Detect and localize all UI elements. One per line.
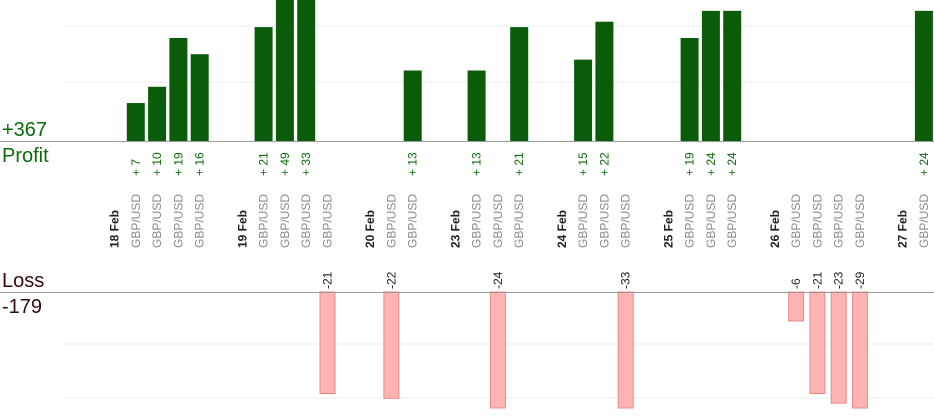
pair-label: GBP/USD xyxy=(171,194,185,248)
profit-value-label: + 13 xyxy=(406,152,420,176)
loss-value-label: -24 xyxy=(491,271,505,289)
profit-bar xyxy=(574,59,593,141)
pair-label: GBP/USD xyxy=(725,194,739,248)
date-label: 23 Feb xyxy=(448,210,462,248)
pair-label: GBP/USD xyxy=(278,194,292,248)
pair-label: GBP/USD xyxy=(619,194,633,248)
loss-value-label: -6 xyxy=(789,278,803,289)
profit-value-label: + 13 xyxy=(470,152,484,176)
profit-bar xyxy=(190,54,209,141)
pair-label: GBP/USD xyxy=(917,194,931,248)
loss-bar xyxy=(383,291,400,399)
profit-value-label: + 24 xyxy=(704,152,718,176)
profit-value-label: + 10 xyxy=(150,152,164,176)
bar-labels: 18 Feb GBP/USD + 7 GBP/USD + 10 GBP/USD + 19 GB… xyxy=(108,152,931,289)
pair-label: GBP/USD xyxy=(853,194,867,248)
pair-label: GBP/USD xyxy=(832,194,846,248)
loss-bar xyxy=(489,291,506,409)
profit-bar xyxy=(297,0,316,141)
date-label: 20 Feb xyxy=(363,210,377,248)
profit-bar xyxy=(403,70,422,141)
profit-value-label: + 21 xyxy=(512,152,526,176)
date-label: 24 Feb xyxy=(555,210,569,248)
profit-value-label: + 49 xyxy=(278,152,292,176)
date-label: 25 Feb xyxy=(661,210,675,248)
profit-bar xyxy=(701,10,720,141)
loss-bar xyxy=(830,291,847,404)
profit-label: Profit xyxy=(2,145,49,167)
pair-label: GBP/USD xyxy=(810,194,824,248)
pair-label: GBP/USD xyxy=(470,194,484,248)
pair-label: GBP/USD xyxy=(150,194,164,248)
loss-bar xyxy=(809,291,826,394)
pair-label: GBP/USD xyxy=(129,194,143,248)
profit-bar xyxy=(126,103,145,141)
profit-bar xyxy=(169,37,188,141)
pair-label: GBP/USD xyxy=(576,194,590,248)
pair-label: GBP/USD xyxy=(704,194,718,248)
date-label: 27 Feb xyxy=(896,210,910,248)
pair-label: GBP/USD xyxy=(384,194,398,248)
profit-bar xyxy=(595,21,614,142)
loss-value-label: -23 xyxy=(832,271,846,289)
pair-label: GBP/USD xyxy=(299,194,313,248)
loss-value-label: -21 xyxy=(810,271,824,289)
pair-label: GBP/USD xyxy=(257,194,271,248)
pair-label: GBP/USD xyxy=(683,194,697,248)
loss-label: Loss xyxy=(2,270,45,292)
axes xyxy=(0,141,934,293)
pair-label: GBP/USD xyxy=(597,194,611,248)
pair-label: GBP/USD xyxy=(406,194,420,248)
profit-bar xyxy=(148,86,167,141)
profit-bar xyxy=(467,70,486,141)
profit-total: +367 xyxy=(2,119,48,141)
profit-bar xyxy=(680,37,699,141)
profit-value-label: + 7 xyxy=(129,159,143,176)
loss-bar xyxy=(617,291,634,409)
date-label: 26 Feb xyxy=(768,210,782,248)
bars xyxy=(126,0,933,409)
profit-value-label: + 33 xyxy=(299,152,313,176)
loss-value-label: -33 xyxy=(619,271,633,289)
profit-value-label: + 19 xyxy=(683,152,697,176)
profit-value-label: + 21 xyxy=(257,152,271,176)
profit-bar xyxy=(510,27,529,141)
pair-label: GBP/USD xyxy=(321,194,335,248)
pair-label: GBP/USD xyxy=(491,194,505,248)
loss-value-label: -22 xyxy=(384,271,398,289)
profit-value-label: + 16 xyxy=(193,152,207,176)
profit-bar xyxy=(275,0,294,141)
loss-bar xyxy=(788,291,805,322)
profit-value-label: + 19 xyxy=(171,152,185,176)
date-label: 18 Feb xyxy=(108,210,122,248)
profit-value-label: + 22 xyxy=(597,152,611,176)
profit-value-label: + 15 xyxy=(576,152,590,176)
profit-bar xyxy=(254,27,273,141)
pair-label: GBP/USD xyxy=(789,194,803,248)
date-label: 19 Feb xyxy=(235,210,249,248)
loss-bar xyxy=(852,291,868,409)
profit-bar xyxy=(723,10,742,141)
pair-label: GBP/USD xyxy=(512,194,526,248)
profit-bar xyxy=(914,10,933,141)
loss-bar xyxy=(319,291,336,394)
profit-value-label: + 24 xyxy=(917,152,931,176)
pair-label: GBP/USD xyxy=(193,194,207,248)
loss-value-label: -29 xyxy=(853,271,867,289)
loss-value-label: -21 xyxy=(321,271,335,289)
loss-total: -179 xyxy=(2,296,43,318)
profit-value-label: + 24 xyxy=(725,152,739,176)
